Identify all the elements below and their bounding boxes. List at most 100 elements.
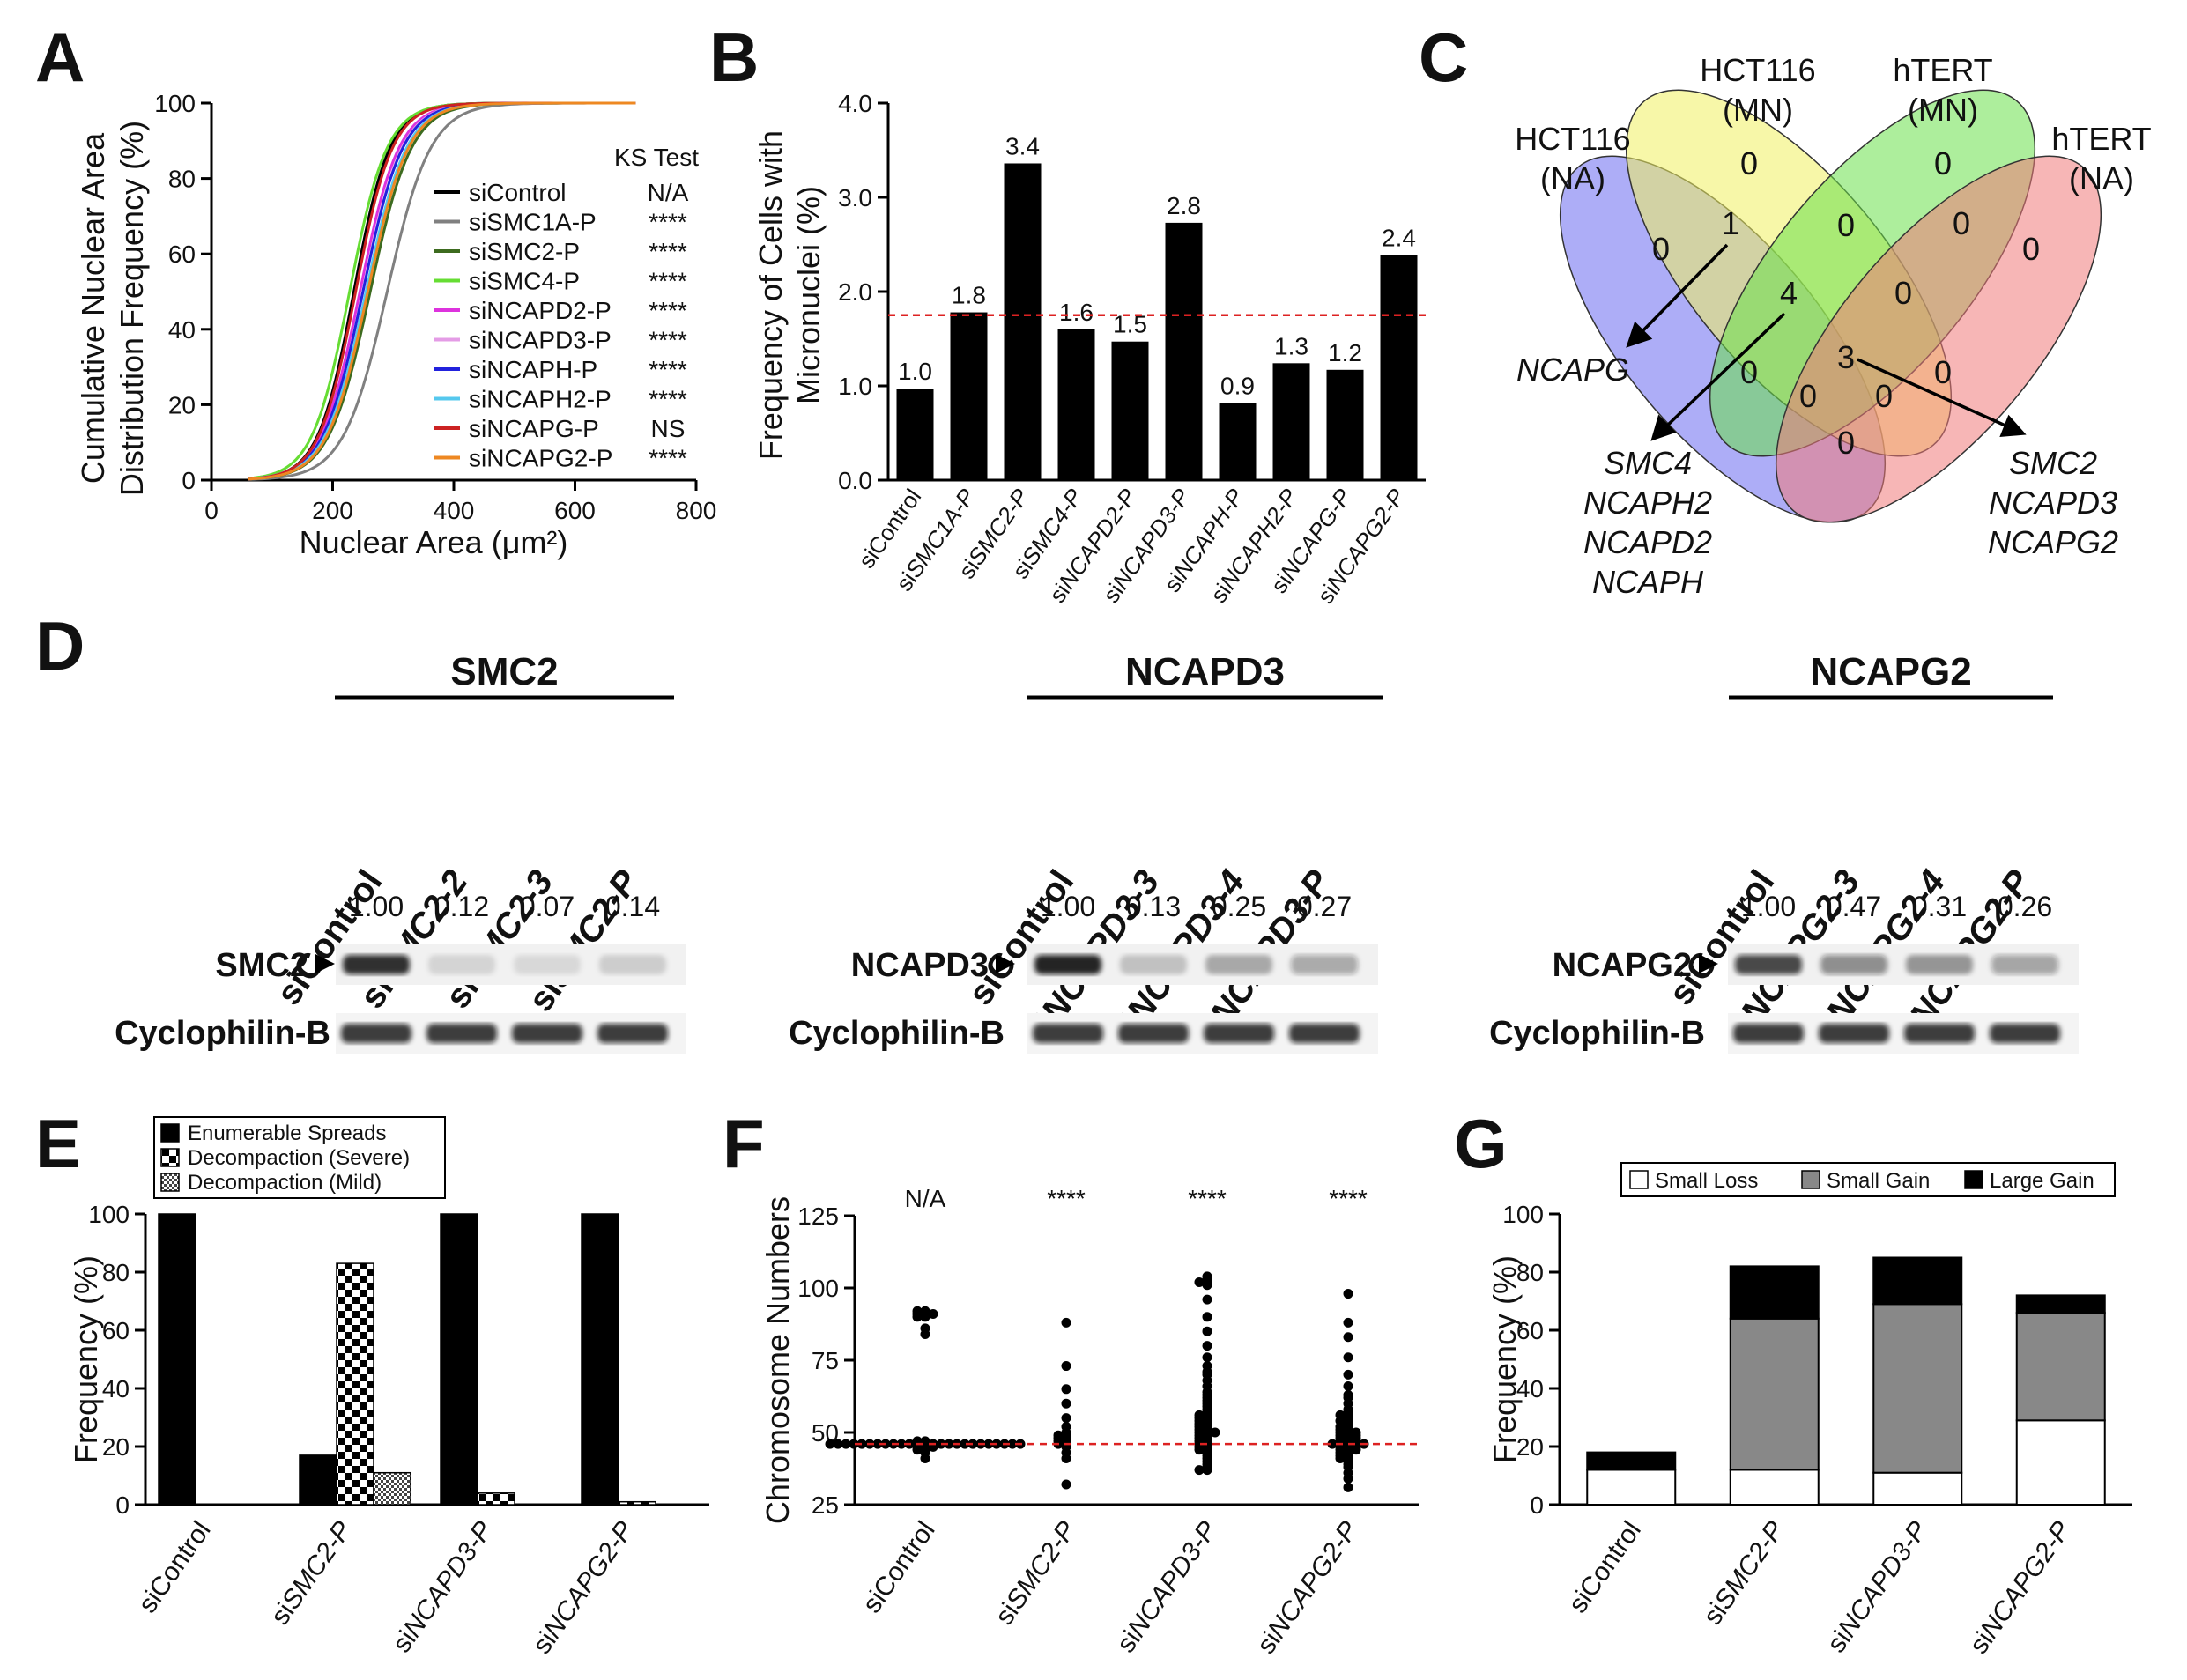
panel-e-bar [336, 1262, 374, 1506]
venn-arrowhead-ncapg [1626, 321, 1653, 348]
panel-a-legend-ks: **** [649, 209, 687, 236]
panel-a-y-tick-label: 20 [168, 391, 196, 418]
panel-a-legend-ks: **** [649, 268, 687, 295]
venn-annotation-group4-1: SMC4 [1604, 445, 1692, 481]
panel-f-x-label-gene: NCAPG2-P [1263, 1516, 1364, 1644]
panel-b-y-tick-label: 0.0 [838, 467, 872, 494]
panel-a-legend-label: siNCAPD3-P [469, 327, 612, 354]
western-loading-band [512, 1024, 582, 1043]
panel-f-point [1061, 1479, 1071, 1490]
western-target-band [1991, 955, 2058, 974]
panel-f-point [1061, 1361, 1071, 1372]
panel-f-point [1202, 1294, 1212, 1305]
panel-letter-e: E [35, 1105, 81, 1182]
panel-f-point [912, 1306, 923, 1316]
venn-annotation-ncapg: NCAPG [1516, 352, 1629, 388]
panel-a-x-tick-label: 800 [676, 497, 717, 524]
panel-g-y-tick-label: 80 [1516, 1259, 1544, 1286]
panel-b-y-tick-label: 3.0 [838, 184, 872, 211]
panel-a-y-tick-label: 60 [168, 241, 196, 268]
panel-g-bar-segment [2015, 1312, 2106, 1422]
panel-b-bar [896, 389, 934, 480]
venn-arrow-group4 [1664, 312, 1786, 429]
venn-label-hct116-mn: HCT116 [1700, 52, 1815, 88]
panel-b-bar [1004, 163, 1042, 481]
western-loading-band [597, 1024, 668, 1043]
panel-b-bar-label: 1.8 [952, 282, 986, 309]
panel-g-legend-swatch [1801, 1170, 1820, 1189]
panel-f-point [872, 1439, 883, 1449]
panel-f-point [1194, 1445, 1205, 1455]
panel-f-x-label: siSMC2-P [990, 1516, 1081, 1631]
panel-f-point [1210, 1427, 1220, 1438]
western-loading-band [1033, 1024, 1103, 1043]
panel-e-y-tick-label: 100 [88, 1201, 130, 1228]
panel-g-x-label-gene: SMC2-P [1709, 1516, 1790, 1615]
western-quant-value: 0.47 [1827, 891, 1881, 922]
panel-f-point [1202, 1341, 1212, 1351]
venn-set-htert-na [1775, 155, 2102, 523]
panel-f-point [1343, 1369, 1353, 1380]
panel-a-legend-ks: N/A [648, 179, 689, 206]
panel-f-point [1343, 1473, 1353, 1484]
panel-g-bar-segment [2015, 1419, 2106, 1506]
panel-g-bar-segment [1729, 1317, 1820, 1471]
panel-f-ylabel: Chromosome Numbers [760, 1196, 796, 1524]
panel-b-bar [1219, 403, 1257, 480]
panel-g-bar-segment [1872, 1256, 1963, 1306]
panel-f-point [920, 1323, 930, 1334]
panel-e-legend-swatch [160, 1173, 180, 1192]
venn-counts: 0 0 0 0 1 0 0 4 0 0 0 3 0 0 0 [1652, 145, 2040, 461]
panel-f-point [1061, 1413, 1071, 1424]
panel-b-bar-label: 1.5 [1113, 311, 1147, 338]
panel-a-legend-ks: NS [651, 415, 686, 442]
panel-g-legend-box [1620, 1162, 2116, 1197]
panel-f-point [825, 1439, 835, 1449]
panel-a-legend-ks: **** [649, 238, 687, 265]
venn-count-mn-hct-na-tert: 0 [1934, 354, 1952, 390]
panel-f-point [1194, 1465, 1205, 1476]
panel-a-legend-label: siControl [469, 179, 566, 206]
panel-f-point [1202, 1352, 1212, 1363]
panel-e-bar [158, 1213, 196, 1506]
panel-b-micronuclei-bars: Frequency of Cells with Micronuclei (%) … [752, 90, 1426, 609]
panel-f-point [983, 1439, 994, 1449]
western-quant-value: 1.00 [1741, 891, 1796, 922]
panel-f-point [1327, 1439, 1338, 1449]
panel-f-point [1202, 1280, 1212, 1291]
panel-a-legend-label: siSMC4-P [469, 268, 580, 295]
venn-label-htert-na: hTERT [2051, 121, 2151, 157]
panel-g-x-label: siNCAPD3-P [1822, 1516, 1933, 1658]
panel-f-point [1343, 1317, 1353, 1328]
venn-count-hct116-na-only: 0 [1652, 231, 1670, 267]
panel-a-axes: 0 20 40 60 80 100 0 200 400 600 800 [154, 90, 716, 524]
panel-b-bar [1272, 363, 1310, 480]
panel-a-legend-label: siNCAPD2-P [469, 297, 612, 324]
venn-arrowhead-group4 [1650, 414, 1677, 441]
panel-b-y-tick-label: 4.0 [838, 90, 872, 117]
western-loading-label: Cyclophilin-B [789, 1015, 1005, 1052]
panel-e-bar [477, 1492, 515, 1506]
western-loading-label: Cyclophilin-B [1489, 1015, 1705, 1052]
panel-f-significance: **** [1047, 1185, 1086, 1212]
panel-e-y-tick-label: 80 [102, 1259, 130, 1286]
panel-f-point [920, 1454, 930, 1464]
panel-f-significance: N/A [905, 1185, 946, 1212]
panel-a-legend-ks: **** [649, 356, 687, 383]
panel-g-x-label: siControl [1563, 1516, 1647, 1618]
panel-f-x-label: siNCAPD3-P [1111, 1516, 1222, 1658]
western-target-band [343, 955, 410, 974]
western-loading-band [426, 1024, 497, 1043]
venn-annotation-group4-4: NCAPH [1592, 564, 1704, 600]
panel-f-point [1202, 1312, 1212, 1322]
western-target-band [1820, 955, 1887, 974]
panel-b-bar [1111, 341, 1149, 480]
western-blot-ncapd3: NCAPD3siControlsiNCAPD3-3siNCAPD3-4siNCA… [789, 650, 1383, 1057]
western-loading-band [1289, 1024, 1360, 1043]
western-target-band [1120, 955, 1187, 974]
panel-f-point [960, 1439, 970, 1449]
western-quant-value: 0.27 [1297, 891, 1352, 922]
panel-g-bar-segment [1729, 1469, 1820, 1506]
panel-g-bar-segment [1586, 1451, 1677, 1471]
panel-b-bar-label: 2.4 [1382, 224, 1416, 251]
